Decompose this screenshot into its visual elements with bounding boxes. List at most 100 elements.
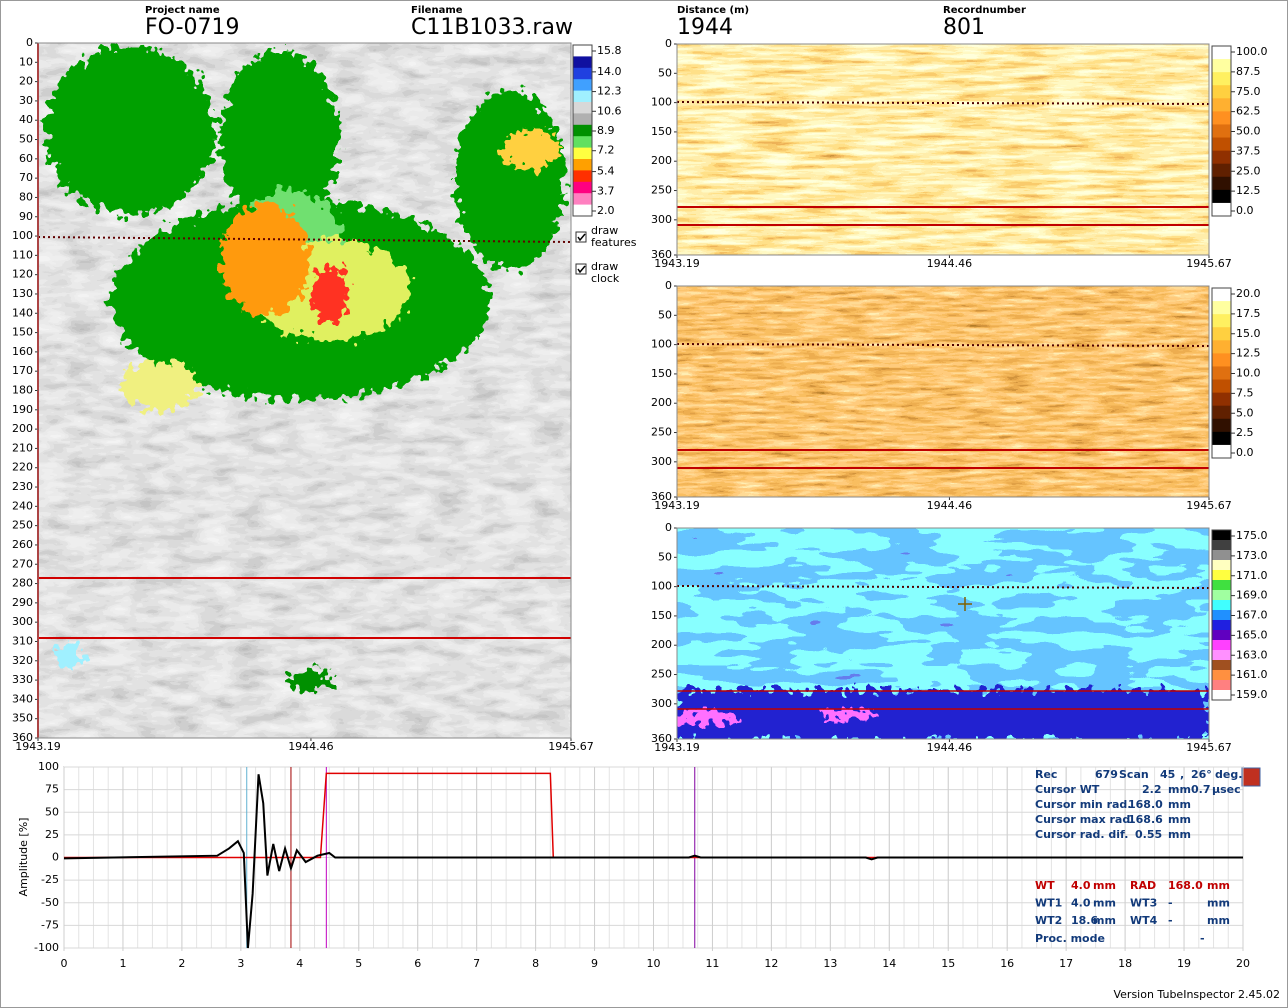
x-tick-label: 1944.46	[927, 741, 973, 754]
y-tick-label: 25	[45, 828, 59, 841]
colorbar-swatch	[1212, 301, 1231, 315]
info-text: ,	[1180, 768, 1184, 781]
map-frame	[37, 42, 572, 739]
x-tick-label: 1945.67	[1186, 499, 1232, 512]
y-tick-label: 0	[52, 851, 59, 864]
gate-text: -	[1168, 897, 1173, 910]
info-text: mm	[1168, 813, 1191, 826]
gate-text: 18.6	[1071, 914, 1098, 927]
x-tick-label: 8	[532, 957, 539, 970]
map-frame	[676, 285, 1210, 498]
x-tick-label: 11	[705, 957, 719, 970]
y-tick-label: 280	[12, 577, 33, 590]
y-tick-label: 250	[651, 668, 672, 681]
y-tick-label: 350	[12, 712, 33, 725]
colorbar-label: 2.0	[597, 204, 615, 217]
colorbar-swatch	[1212, 560, 1231, 571]
colorbar-label: 0.0	[1236, 204, 1254, 217]
colorbar-label: 2.5	[1236, 426, 1254, 439]
colorbar-swatch	[1212, 444, 1231, 459]
y-tick-label: -100	[34, 941, 59, 954]
x-tick-label: 3	[237, 957, 244, 970]
y-tick-label: -50	[41, 896, 59, 909]
colorbar-swatch	[1212, 660, 1231, 671]
gate-text: mm	[1207, 897, 1230, 910]
y-tick-label: 110	[12, 248, 33, 261]
y-tick-label: 40	[19, 113, 33, 126]
info-text: mm	[1168, 828, 1191, 841]
y-tick-label: 150	[651, 125, 672, 138]
x-tick-label: 15	[941, 957, 955, 970]
x-tick-label: 1944.46	[927, 499, 973, 512]
x-tick-label: 9	[591, 957, 598, 970]
colorbar-label: 161.0	[1236, 668, 1268, 681]
info-text: Cursor rad. dif.	[1035, 828, 1128, 841]
colorbar-label: 3.7	[597, 184, 615, 197]
y-tick-label: 0	[665, 279, 672, 292]
colorbar-label: 7.2	[597, 144, 615, 157]
gate-text: 168.0	[1168, 879, 1203, 892]
colorbar-label: 10.6	[597, 104, 622, 117]
colorbar-swatch	[1212, 670, 1231, 681]
main-heatmap[interactable]	[38, 43, 571, 738]
heatmap-amplitude[interactable]	[676, 44, 1210, 255]
colorbar-swatch	[1212, 150, 1231, 165]
info-text: deg.	[1215, 768, 1242, 781]
proc-mode-value: -	[1200, 932, 1205, 945]
gate-text: WT2	[1035, 914, 1062, 927]
gate-text: mm	[1093, 879, 1116, 892]
colorbar-swatch	[1212, 610, 1231, 621]
colorbar-label: 5.0	[1236, 406, 1254, 419]
colorbar-swatch	[1212, 340, 1231, 354]
colorbar-label: 159.0	[1236, 688, 1268, 701]
info-text: 0.7	[1191, 783, 1211, 796]
x-tick-label: 5	[355, 957, 362, 970]
y-tick-label: 360	[651, 732, 672, 745]
y-tick-label: 140	[12, 306, 33, 319]
y-tick-label: 330	[12, 673, 33, 686]
colorbar-swatch	[1212, 540, 1231, 551]
x-tick-label: 14	[882, 957, 896, 970]
colorbar-swatch	[573, 193, 592, 206]
heatmap-wall-thickness[interactable]	[676, 286, 1210, 497]
colorbar-swatch	[1212, 111, 1231, 125]
label: Recordnumber	[943, 5, 1026, 16]
gate-text: WT	[1035, 879, 1055, 892]
colorbar-swatch	[573, 45, 592, 57]
x-tick-label: 1943.19	[654, 257, 700, 270]
y-tick-label: 320	[12, 654, 33, 667]
colorbar-swatch	[1212, 353, 1231, 367]
colorbar-label: 173.0	[1236, 549, 1268, 562]
version: Version TubeInspector 2.45.02	[1113, 988, 1280, 1001]
icon-button[interactable]	[1241, 767, 1261, 787]
x-tick-label: 0	[61, 957, 68, 970]
colorbar-swatch	[1212, 366, 1231, 381]
y-tick-label: 50	[45, 805, 59, 818]
y-tick-label: -25	[41, 873, 59, 886]
colorbar-swatch	[1212, 550, 1231, 561]
colorbar-swatch	[573, 204, 592, 217]
y-tick-label: 100	[38, 760, 59, 773]
colorbar-swatch	[573, 147, 592, 160]
y-tick-label: 300	[651, 697, 672, 710]
colorbar-swatch	[1212, 392, 1231, 407]
y-tick-label: 150	[651, 367, 672, 380]
x-tick-label: 1944.46	[927, 257, 973, 270]
colorbar-swatch	[573, 124, 592, 137]
checkbox-label: clock	[591, 272, 620, 285]
y-tick-label: 50	[658, 66, 672, 79]
colorbar-swatch	[1212, 124, 1231, 139]
colorbar-swatch	[1212, 98, 1231, 112]
y-tick-label: 70	[19, 171, 33, 184]
colorbar-swatch	[1212, 590, 1231, 601]
colorbar-label: 87.5	[1236, 65, 1261, 78]
y-tick-label: 230	[12, 480, 33, 493]
y-tick-label: 250	[651, 184, 672, 197]
y-tick-label: 120	[12, 268, 33, 281]
heatmap-radius[interactable]	[660, 528, 1209, 740]
y-tick-label: 300	[12, 615, 33, 628]
info-text: Rec	[1035, 768, 1057, 781]
info-text: 679	[1095, 768, 1118, 781]
